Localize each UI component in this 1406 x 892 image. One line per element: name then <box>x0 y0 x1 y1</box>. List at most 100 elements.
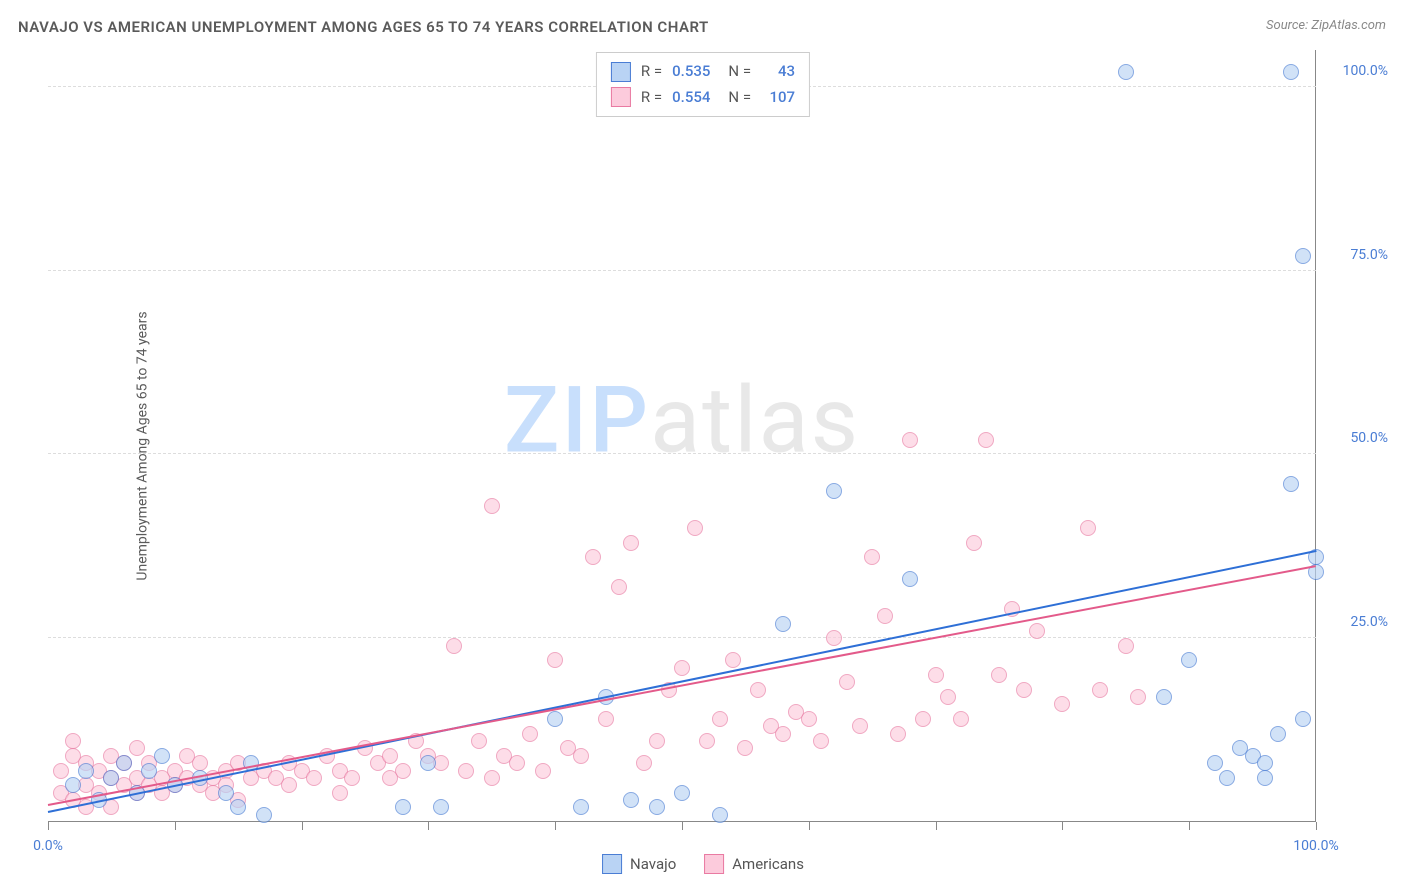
scatter-point <box>433 799 449 815</box>
scatter-point <box>484 498 500 514</box>
scatter-point <box>154 748 170 764</box>
scatter-point <box>65 733 81 749</box>
scatter-point <box>902 432 918 448</box>
scatter-point <box>611 579 627 595</box>
scatter-point <box>78 763 94 779</box>
scatter-point <box>1181 652 1197 668</box>
legend-r-value: 0.554 <box>672 85 710 111</box>
scatter-point <box>623 792 639 808</box>
scatter-point <box>382 748 398 764</box>
scatter-point <box>1118 64 1134 80</box>
scatter-point <box>966 535 982 551</box>
y-axis-line <box>1315 50 1317 822</box>
scatter-point <box>1270 726 1286 742</box>
x-tick <box>682 822 683 830</box>
legend-r-value: 0.535 <box>672 59 710 85</box>
scatter-point <box>712 711 728 727</box>
scatter-point <box>230 799 246 815</box>
legend-n-value: 107 <box>761 85 795 111</box>
scatter-point <box>940 689 956 705</box>
legend-series: Navajo Americans <box>602 854 804 874</box>
scatter-point <box>674 785 690 801</box>
scatter-point <box>1092 682 1108 698</box>
legend-series-item: Navajo <box>602 854 676 874</box>
scatter-point <box>877 608 893 624</box>
scatter-point <box>103 770 119 786</box>
scatter-point <box>1054 696 1070 712</box>
x-tick <box>175 822 176 830</box>
legend-n-label: N = <box>728 85 751 111</box>
scatter-point <box>839 674 855 690</box>
scatter-point <box>116 755 132 771</box>
y-tick-label: 75.0% <box>1350 247 1388 263</box>
scatter-point <box>953 711 969 727</box>
chart-title: NAVAJO VS AMERICAN UNEMPLOYMENT AMONG AG… <box>18 18 709 36</box>
x-tick <box>48 822 49 830</box>
scatter-point <box>649 733 665 749</box>
legend-swatch <box>611 62 631 82</box>
x-tick <box>428 822 429 830</box>
scatter-point <box>674 660 690 676</box>
scatter-point <box>1219 770 1235 786</box>
scatter-point <box>598 711 614 727</box>
scatter-point <box>573 799 589 815</box>
scatter-point <box>53 763 69 779</box>
scatter-point <box>141 763 157 779</box>
scatter-point <box>978 432 994 448</box>
x-tick-label: 100.0% <box>1293 838 1338 854</box>
scatter-point <box>1130 689 1146 705</box>
legend-correlation-row: R =0.535N =43 <box>611 59 795 85</box>
legend-swatch <box>602 854 622 874</box>
scatter-point <box>699 733 715 749</box>
scatter-point <box>344 770 360 786</box>
scatter-point <box>750 682 766 698</box>
x-tick <box>555 822 556 830</box>
scatter-point <box>65 777 81 793</box>
scatter-point <box>915 711 931 727</box>
x-tick <box>809 822 810 830</box>
y-tick-label: 25.0% <box>1350 614 1388 630</box>
scatter-point <box>129 740 145 756</box>
scatter-point <box>573 748 589 764</box>
scatter-point <box>179 748 195 764</box>
scatter-point <box>306 770 322 786</box>
legend-series-label: Americans <box>732 855 804 873</box>
legend-swatch <box>704 854 724 874</box>
scatter-point <box>775 726 791 742</box>
scatter-point <box>218 785 234 801</box>
scatter-point <box>813 733 829 749</box>
scatter-point <box>420 755 436 771</box>
gridline <box>48 270 1316 271</box>
scatter-point <box>687 520 703 536</box>
scatter-point <box>1118 638 1134 654</box>
scatter-point <box>725 652 741 668</box>
scatter-point <box>1283 64 1299 80</box>
source-label: Source: ZipAtlas.com <box>1266 18 1386 33</box>
trend-line <box>48 565 1316 806</box>
x-tick <box>302 822 303 830</box>
legend-swatch <box>611 87 631 107</box>
scatter-point <box>281 777 297 793</box>
x-tick <box>1189 822 1190 830</box>
legend-r-label: R = <box>641 85 662 111</box>
scatter-point <box>509 755 525 771</box>
scatter-point <box>1295 711 1311 727</box>
legend-n-label: N = <box>728 59 751 85</box>
scatter-point <box>547 711 563 727</box>
gridline <box>48 453 1316 454</box>
scatter-point <box>852 718 868 734</box>
scatter-point <box>484 770 500 786</box>
scatter-point <box>547 652 563 668</box>
scatter-point <box>864 549 880 565</box>
scatter-point <box>902 571 918 587</box>
y-tick-label: 100.0% <box>1343 63 1388 79</box>
scatter-point <box>649 799 665 815</box>
scatter-point <box>1257 755 1273 771</box>
scatter-point <box>1080 520 1096 536</box>
scatter-point <box>535 763 551 779</box>
scatter-point <box>1016 682 1032 698</box>
scatter-point <box>826 630 842 646</box>
scatter-point <box>585 549 601 565</box>
scatter-point <box>775 616 791 632</box>
scatter-point <box>1207 755 1223 771</box>
